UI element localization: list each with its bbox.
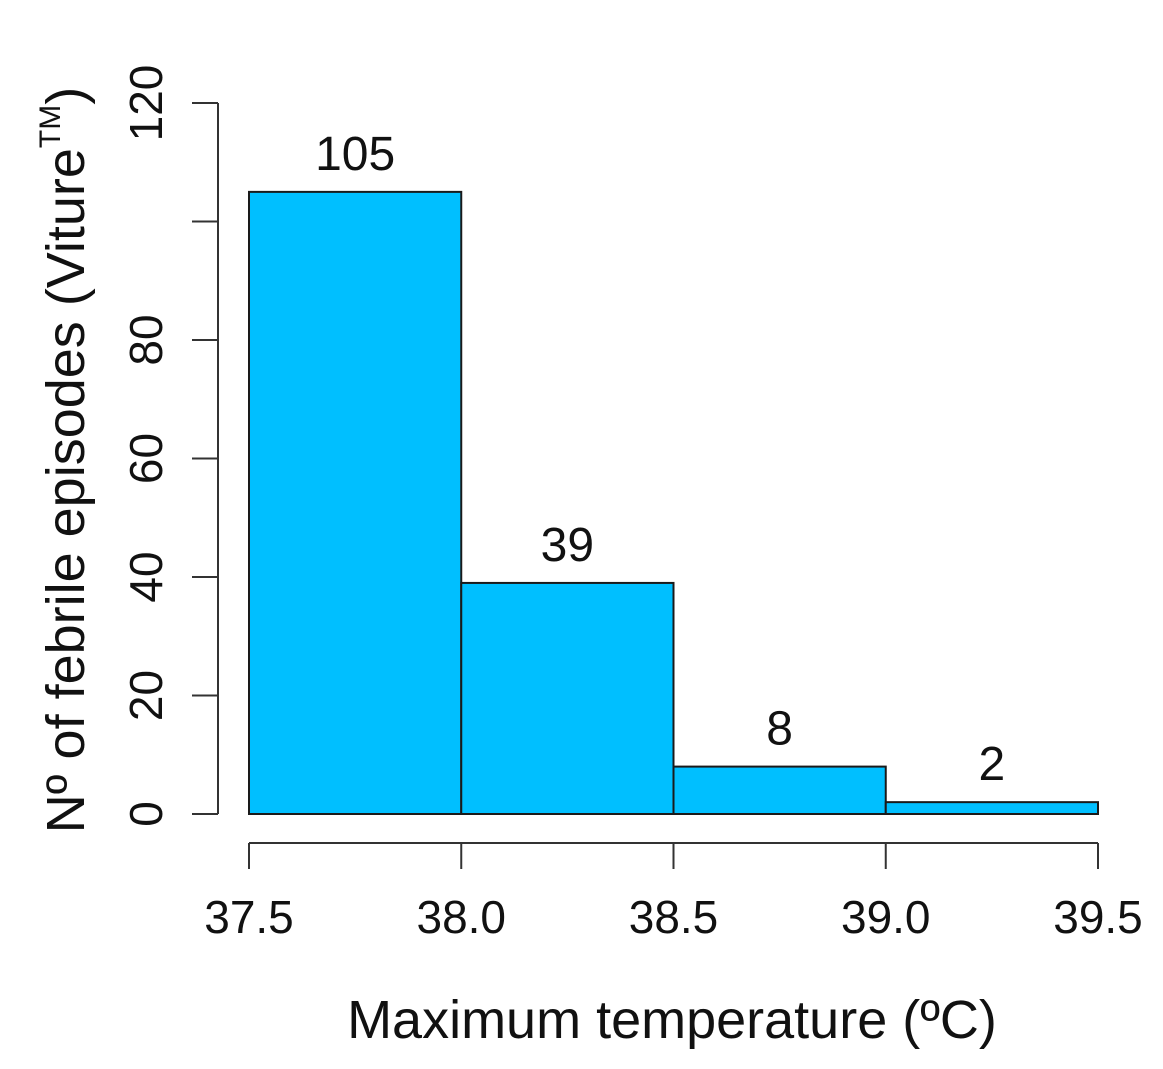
- bar-value-label-1: 39: [541, 519, 594, 572]
- bar-0: [248, 190, 463, 815]
- bar-value-label-2: 8: [766, 703, 793, 756]
- x-tick-label-4: 39.5: [1053, 891, 1143, 943]
- y-tick-label-5: 120: [120, 65, 172, 142]
- bar-value-label-3: 2: [979, 738, 1006, 791]
- bars-group: [248, 190, 1099, 816]
- x-tick-label-0: 37.5: [204, 891, 294, 943]
- y-axis-title: Nº of febrile episodes (VitureTM): [34, 87, 96, 833]
- y-tick-label-2: 40: [120, 551, 172, 602]
- bar-1: [460, 581, 675, 815]
- x-tick-label-2: 38.5: [629, 891, 719, 943]
- y-axis-title-close: ): [36, 87, 96, 105]
- y-axis-title-main: Nº of febrile episodes (Viture: [36, 148, 96, 833]
- bar-2: [672, 765, 887, 815]
- x-axis: 37.5 38.0 38.5 39.0 39.5: [204, 842, 1143, 943]
- y-axis-title-superscript: TM: [34, 105, 67, 148]
- x-tick-label-3: 39.0: [841, 891, 931, 943]
- y-tick-label-4: 80: [120, 314, 172, 365]
- bar-value-label-0: 105: [315, 128, 395, 181]
- x-tick-label-1: 38.0: [416, 891, 506, 943]
- y-tick-label-3: 60: [120, 433, 172, 484]
- y-tick-label-0: 0: [120, 801, 172, 827]
- y-axis: 0 20 40 60 80 120: [120, 65, 219, 827]
- bar-labels-group: 105 39 8 2: [315, 128, 1005, 791]
- bar-3: [884, 801, 1099, 816]
- x-axis-title: Maximum temperature (ºC): [347, 990, 997, 1050]
- y-tick-label-1: 20: [120, 670, 172, 721]
